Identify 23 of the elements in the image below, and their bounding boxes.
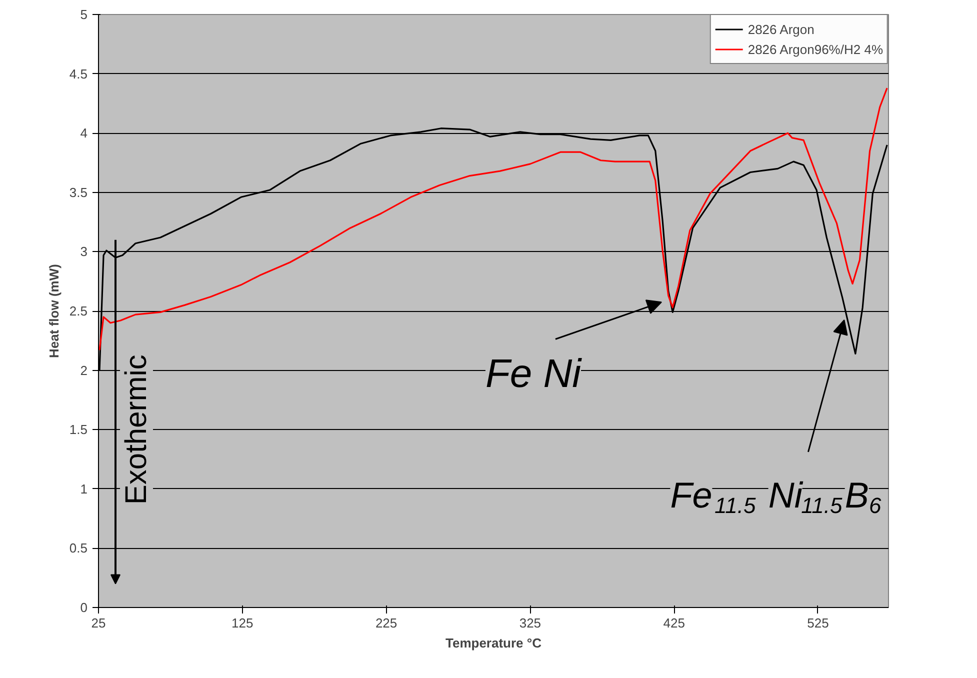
y-tick-label: 1.5 <box>69 422 88 438</box>
y-tick-label: 5 <box>80 7 88 22</box>
x-tick-label: 25 <box>91 616 106 630</box>
x-tick-label: 525 <box>807 616 829 630</box>
y-tick-label: 0.5 <box>69 540 88 556</box>
x-tick-label: 125 <box>232 616 254 630</box>
annotation: Fe Ni <box>485 352 582 396</box>
y-tick-label: 1 <box>80 481 88 496</box>
y-tick-label: 4.5 <box>69 66 88 82</box>
x-axis-title: Temperature °C <box>446 636 542 650</box>
y-tick-label: 2.5 <box>69 304 88 318</box>
x-tick-label: 225 <box>375 616 398 630</box>
legend-label: 2826 Argon <box>748 22 814 36</box>
y-tick-label: 2 <box>80 362 88 378</box>
y-tick-label: 4 <box>80 126 88 141</box>
y-tick-label: 0 <box>80 600 88 615</box>
legend-label: 2826 Argon96%/H2 4% <box>748 42 883 56</box>
y-axis-title: Heat flow (mW) <box>46 264 62 358</box>
x-tick-label: 425 <box>663 616 685 630</box>
y-tick-label: 3.5 <box>69 184 88 200</box>
y-tick-label: 3 <box>80 244 88 260</box>
annotation: Exothermic <box>120 354 153 505</box>
x-tick-label: 325 <box>519 616 542 630</box>
